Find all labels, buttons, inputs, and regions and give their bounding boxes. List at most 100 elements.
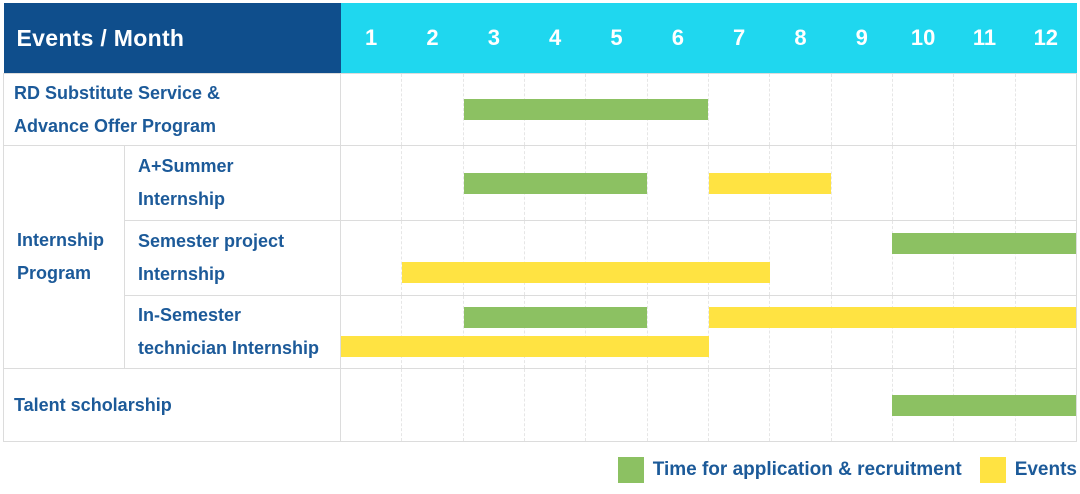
row-label-line: technician Internship bbox=[138, 338, 320, 358]
row-label-line: Program bbox=[17, 263, 92, 283]
month-grid-cell bbox=[525, 221, 587, 295]
bar-lane bbox=[341, 307, 1076, 328]
month-grid-cell bbox=[893, 74, 955, 145]
month-grid-cell bbox=[648, 369, 709, 441]
legend-swatch-events bbox=[979, 457, 1006, 483]
header-row: Events / Month 1 2 3 4 5 6 7 8 9 10 11 12 bbox=[3, 3, 1077, 74]
month-grid-cell bbox=[525, 369, 587, 441]
table-row-talent-scholarship: Talent scholarship bbox=[2, 368, 1077, 442]
legend-label-events: Events bbox=[1014, 459, 1077, 480]
row-label-line: Internship bbox=[17, 230, 105, 250]
month-grid-cell bbox=[586, 369, 648, 441]
month-grid-cell bbox=[586, 296, 648, 368]
month-grid-cell bbox=[464, 221, 525, 295]
bar-green-months-3-5 bbox=[463, 307, 648, 328]
row-label-line: Internship bbox=[138, 189, 226, 209]
timeline-cell bbox=[340, 295, 1077, 369]
month-grid-cell bbox=[954, 146, 1016, 220]
row-label-line: In-Semester bbox=[138, 305, 242, 325]
table-title: Events / Month bbox=[3, 3, 341, 74]
month-grid-cell bbox=[464, 369, 525, 441]
month-grid-cell bbox=[648, 296, 709, 368]
month-grid-cell bbox=[770, 146, 832, 220]
month-grid-cell bbox=[648, 146, 709, 220]
legend-label-application: Time for application & recruitment bbox=[652, 459, 962, 480]
row-label-semester-project-internship: Semester project Internship bbox=[123, 220, 342, 296]
bar-lanes bbox=[341, 146, 1076, 220]
month-grid-cell bbox=[832, 221, 893, 295]
month-grid-cell bbox=[832, 296, 893, 368]
row-label-line: Internship bbox=[138, 264, 226, 284]
bar-lane bbox=[341, 336, 1076, 357]
row-label-line: Talent scholarship bbox=[14, 394, 172, 415]
month-grid-cell bbox=[893, 296, 955, 368]
gantt-chart: Events / Month 1 2 3 4 5 6 7 8 9 10 11 12 RD Substi… bbox=[2, 3, 1077, 442]
month-grid-cell bbox=[709, 74, 771, 145]
row-label-line: RD Substitute Service & bbox=[14, 82, 221, 103]
month-grid-cell bbox=[893, 146, 955, 220]
table-row-in-semester-technician-internship: In-Semester technician Internship bbox=[4, 295, 1077, 369]
month-grid-cell bbox=[832, 146, 893, 220]
month-grid-cell bbox=[770, 369, 832, 441]
month-header-9: 9 bbox=[831, 3, 893, 74]
month-grid-cell bbox=[402, 74, 464, 145]
month-grid-cell bbox=[464, 296, 525, 368]
bar-yellow-months-7-8 bbox=[708, 172, 831, 194]
month-grid-cell bbox=[586, 221, 648, 295]
legend: Time for application & recruitment Event… bbox=[617, 457, 1077, 483]
table-row-rd-substitute-service: RD Substitute Service & Advance Offer Pro… bbox=[2, 73, 1077, 146]
bar-green-months-10-12 bbox=[892, 394, 1076, 416]
table-body: RD Substitute Service & Advance Offer Pro… bbox=[2, 73, 1077, 442]
month-grid-cell bbox=[341, 296, 403, 368]
row-label-line: Advance Offer Program bbox=[14, 115, 217, 136]
month-grid-cell bbox=[341, 74, 403, 145]
month-header-5: 5 bbox=[585, 3, 648, 74]
month-header-8: 8 bbox=[769, 3, 832, 74]
bar-lanes bbox=[341, 369, 1076, 441]
month-grid-cell bbox=[341, 369, 403, 441]
row-label-rd-substitute-service: RD Substitute Service & Advance Offer Pro… bbox=[2, 73, 342, 146]
bar-lane bbox=[341, 394, 1076, 416]
month-grid-cell bbox=[954, 74, 1016, 145]
bar-lane bbox=[341, 262, 1076, 283]
month-header-10: 10 bbox=[892, 3, 954, 74]
month-grid-cell bbox=[402, 146, 464, 220]
month-header-3: 3 bbox=[463, 3, 525, 74]
bar-lane bbox=[341, 99, 1076, 120]
month-grid-cell bbox=[770, 221, 832, 295]
month-grid-cell bbox=[770, 74, 832, 145]
bar-green-months-3-6 bbox=[463, 99, 709, 120]
month-header-1: 1 bbox=[340, 3, 402, 74]
month-grid-cell bbox=[402, 369, 464, 441]
month-header-6: 6 bbox=[647, 3, 709, 74]
bar-lanes bbox=[341, 221, 1076, 295]
month-grid-cell bbox=[648, 221, 709, 295]
row-label-talent-scholarship: Talent scholarship bbox=[2, 368, 342, 442]
month-grid-cell bbox=[954, 296, 1016, 368]
month-header-11: 11 bbox=[953, 3, 1016, 74]
month-grid-cell bbox=[893, 221, 955, 295]
month-grid-cell bbox=[402, 221, 464, 295]
month-grid-cell bbox=[341, 146, 403, 220]
month-grid-cell bbox=[709, 296, 771, 368]
month-header-12: 12 bbox=[1015, 3, 1077, 74]
bar-lane bbox=[341, 172, 1076, 194]
month-grid-cell bbox=[402, 296, 464, 368]
month-grid-cell bbox=[954, 221, 1016, 295]
events-month-table: Events / Month 1 2 3 4 5 6 7 8 9 10 11 12 RD Substi… bbox=[2, 3, 1077, 442]
bar-yellow-months-2-7 bbox=[402, 262, 770, 283]
bar-lanes bbox=[341, 296, 1076, 368]
bar-green-months-3-5 bbox=[463, 172, 648, 194]
row-label-line: A+Summer bbox=[138, 156, 234, 176]
month-grid-cell bbox=[709, 369, 771, 441]
timeline-cell bbox=[340, 145, 1077, 221]
table-row-a-summer-internship: Internship Program A+Summer Internship bbox=[3, 145, 1077, 369]
row-label-a-summer-internship: A+Summer Internship bbox=[123, 145, 342, 221]
month-grid-cell bbox=[770, 296, 832, 368]
month-grid-cell bbox=[525, 296, 587, 368]
bar-lanes bbox=[341, 74, 1076, 145]
bar-lane bbox=[341, 233, 1076, 254]
bar-yellow-months-1-6 bbox=[341, 336, 709, 357]
month-header-4: 4 bbox=[524, 3, 586, 74]
legend-swatch-application bbox=[617, 457, 644, 483]
